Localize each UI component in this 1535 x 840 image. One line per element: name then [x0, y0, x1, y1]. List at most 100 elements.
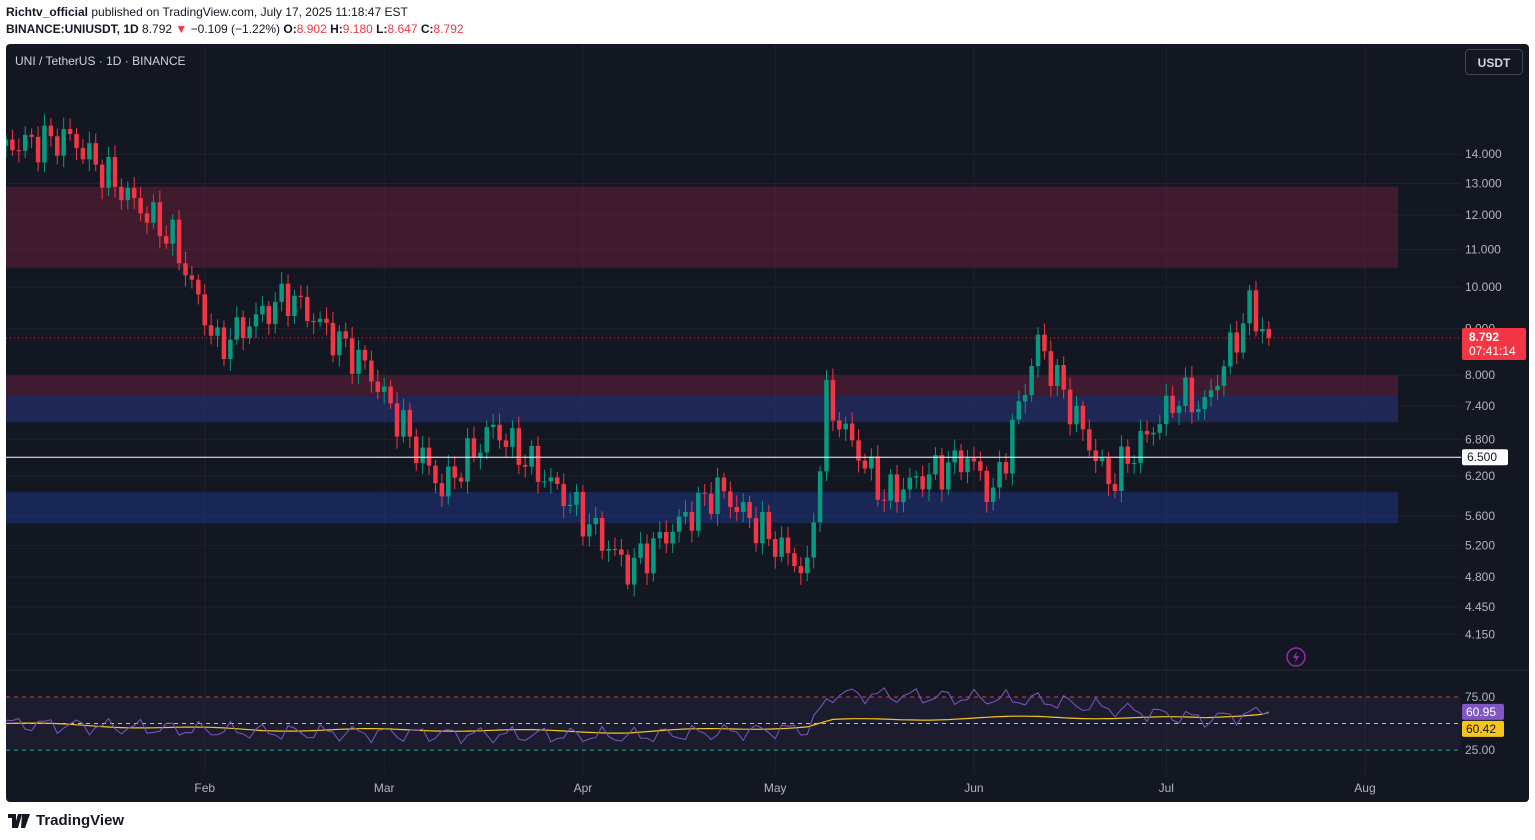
candle-body	[279, 283, 284, 302]
candle-body	[1125, 446, 1131, 464]
y-tick-label: 6.200	[1465, 469, 1495, 483]
candle-body	[80, 147, 86, 160]
candle-body	[837, 420, 842, 430]
candle-body	[1029, 366, 1034, 396]
zone-support	[6, 492, 1398, 524]
candle-body	[87, 143, 92, 160]
candle-body	[369, 360, 374, 382]
chart-canvas[interactable]: 14.00013.00012.00011.00010.0009.0008.000…	[6, 44, 1529, 802]
candle-body	[1144, 430, 1150, 435]
candle-body	[401, 409, 406, 437]
candle-body	[1247, 290, 1252, 324]
rsi-value-label: 60.95	[1466, 705, 1496, 719]
candle-body	[337, 331, 342, 356]
y-tick-label: 4.800	[1465, 570, 1495, 584]
candle-body	[664, 532, 669, 544]
candle-body	[22, 134, 28, 151]
chart-frame[interactable]: 14.00013.00012.00011.00010.0009.0008.000…	[6, 44, 1529, 802]
candle-body	[599, 517, 605, 551]
candle-body	[728, 491, 733, 507]
x-tick-label: Mar	[374, 781, 395, 795]
candle-body	[311, 321, 316, 323]
candle-body	[6, 139, 9, 146]
candle-body	[298, 295, 304, 297]
candle-body	[375, 381, 381, 392]
y-tick-label: 10.000	[1465, 280, 1502, 294]
author-name[interactable]: Richtv_official	[6, 5, 89, 19]
high-label: H:	[330, 22, 343, 36]
zone-mid-support	[6, 395, 1398, 423]
candle-body	[35, 136, 41, 163]
candle-body	[1157, 424, 1163, 433]
rsi-value-bg	[1462, 703, 1504, 720]
brand-name: TradingView	[36, 812, 125, 829]
rsi-ma-bg	[1462, 720, 1504, 737]
candle-body	[497, 424, 502, 441]
candle-body	[55, 136, 60, 156]
candle-body	[1035, 334, 1041, 367]
candle-body	[561, 483, 566, 507]
close-value: 8.792	[433, 22, 464, 36]
candle-body	[253, 314, 259, 327]
last-price-label: 8.792	[1469, 330, 1499, 344]
candle-body	[1215, 385, 1220, 391]
candle-body	[452, 466, 457, 478]
candle-body	[305, 296, 310, 322]
candle-body	[478, 452, 483, 458]
candle-body	[984, 470, 989, 503]
candle-body	[292, 295, 297, 317]
zone-mid-resistance	[6, 375, 1398, 396]
candle-body	[125, 187, 131, 201]
candle-body	[510, 428, 515, 447]
chart-legend[interactable]: UNI / TetherUS · 1D · BINANCE	[15, 54, 186, 68]
last-price-label-bg	[1462, 327, 1526, 360]
y-tick-label: 4.450	[1465, 600, 1495, 614]
ohlc-line: BINANCE:UNIUSDT, 1D 8.792 ▼ −0.109 (−1.2…	[6, 22, 464, 36]
candle-body	[926, 474, 932, 490]
candle-body	[1119, 446, 1124, 492]
candle-body	[1228, 332, 1233, 367]
candle-body	[1163, 395, 1169, 425]
candle-body	[894, 474, 900, 503]
candle-body	[272, 301, 278, 325]
x-tick-label: Jun	[964, 781, 983, 795]
candle-body	[208, 325, 214, 336]
candle-body	[683, 511, 688, 517]
candle-body	[753, 518, 759, 544]
candle-body	[933, 455, 938, 475]
candle-body	[10, 139, 15, 151]
x-tick-label: Apr	[574, 781, 593, 795]
candle-body	[670, 531, 675, 544]
candle-body	[388, 386, 393, 404]
y-tick-label: 7.400	[1465, 399, 1495, 413]
candle-body	[439, 483, 445, 497]
candle-body	[907, 477, 913, 490]
candle-body	[247, 326, 252, 339]
candle-body	[1099, 458, 1105, 462]
candle-body	[138, 198, 143, 214]
candle-body	[824, 380, 829, 472]
candle-body	[676, 516, 682, 532]
candle-body	[176, 219, 182, 264]
candle-body	[228, 339, 233, 360]
candle-body	[1048, 351, 1054, 387]
lightning-glyph	[1293, 651, 1299, 663]
candle-body	[1022, 395, 1028, 402]
currency-button[interactable]: USDT	[1465, 49, 1523, 75]
zone-resistance	[6, 186, 1398, 268]
candle-body	[1131, 462, 1137, 464]
candle-body	[106, 157, 111, 188]
candle-body	[702, 492, 707, 494]
candle-body	[567, 504, 573, 507]
candle-body	[407, 409, 413, 437]
y-tick-label: 12.000	[1465, 208, 1502, 222]
candle-body	[965, 458, 970, 473]
candle-body	[362, 349, 368, 361]
y-tick-label: 6.800	[1465, 432, 1495, 446]
candle-body	[978, 461, 983, 471]
tradingview-logo[interactable]: TradingView	[8, 812, 124, 829]
candle-body	[1055, 365, 1060, 387]
candle-body	[1266, 328, 1272, 338]
candle-body	[420, 447, 425, 464]
candle-body	[920, 476, 925, 490]
